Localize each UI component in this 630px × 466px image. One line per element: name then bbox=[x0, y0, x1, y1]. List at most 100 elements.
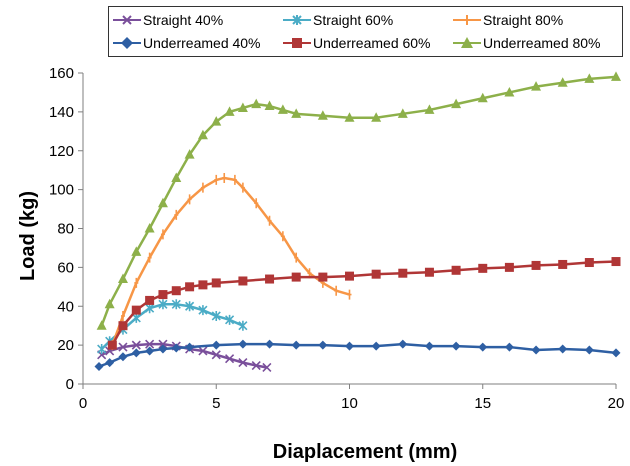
y-tick-label: 140 bbox=[49, 104, 74, 121]
data-point bbox=[611, 348, 621, 358]
data-point bbox=[117, 273, 128, 284]
data-point bbox=[262, 362, 272, 373]
legend-item-straight-80: Straight 80% bbox=[453, 11, 563, 29]
data-point bbox=[291, 108, 302, 118]
data-point bbox=[222, 172, 227, 183]
data-point bbox=[267, 215, 272, 226]
data-point bbox=[451, 265, 461, 275]
data-point bbox=[118, 321, 128, 331]
data-point bbox=[144, 223, 155, 233]
data-point bbox=[105, 358, 115, 368]
data-point bbox=[158, 290, 168, 300]
data-point bbox=[94, 362, 104, 372]
data-point bbox=[97, 344, 107, 355]
x-tick-label: 15 bbox=[474, 395, 491, 412]
y-tick-label: 120 bbox=[49, 143, 74, 160]
legend-marker-icon bbox=[453, 15, 481, 25]
y-tick-label: 80 bbox=[57, 221, 74, 238]
series-3 bbox=[94, 339, 621, 372]
data-point bbox=[240, 182, 245, 193]
data-point bbox=[531, 345, 541, 355]
data-point bbox=[344, 112, 355, 122]
legend-label: Underreamed 80% bbox=[483, 35, 601, 51]
data-point bbox=[478, 342, 488, 352]
data-point bbox=[371, 269, 381, 279]
legend-marker-icon bbox=[113, 37, 141, 49]
y-ticks: 0 20 40 60 80 100 120 140 160 bbox=[49, 65, 83, 393]
data-point bbox=[158, 339, 168, 349]
data-point bbox=[251, 98, 262, 109]
data-point bbox=[158, 299, 168, 310]
data-point bbox=[611, 71, 621, 81]
data-point bbox=[171, 299, 181, 310]
x-ticks: 0 5 10 15 20 bbox=[79, 384, 624, 412]
legend-marker-icon bbox=[453, 37, 481, 48]
data-point bbox=[147, 252, 152, 263]
series-4 bbox=[107, 257, 621, 350]
legend-label: Underreamed 60% bbox=[313, 35, 431, 51]
data-point bbox=[317, 110, 328, 120]
data-point bbox=[477, 92, 488, 103]
data-point bbox=[424, 267, 434, 277]
series-line bbox=[111, 260, 617, 346]
data-point bbox=[225, 314, 235, 325]
data-point bbox=[224, 106, 235, 116]
data-point bbox=[558, 344, 568, 354]
data-point bbox=[118, 352, 128, 362]
data-point bbox=[171, 286, 181, 296]
x-tick-label: 10 bbox=[341, 395, 358, 412]
data-point bbox=[145, 339, 155, 349]
data-point bbox=[157, 197, 168, 208]
data-point bbox=[451, 98, 462, 109]
data-point bbox=[211, 310, 221, 321]
data-point bbox=[451, 341, 461, 351]
data-point bbox=[291, 272, 301, 282]
data-point bbox=[254, 198, 259, 209]
legend-item-underreamed-80: Underreamed 80% bbox=[453, 34, 601, 52]
data-point bbox=[198, 346, 208, 356]
data-point bbox=[131, 305, 141, 315]
plot-series bbox=[94, 71, 621, 373]
data-point bbox=[198, 305, 208, 316]
data-point bbox=[211, 340, 221, 350]
x-tick-label: 5 bbox=[212, 395, 220, 412]
legend-item-underreamed-60: Underreamed 60% bbox=[283, 34, 431, 52]
data-point bbox=[197, 129, 208, 140]
data-point bbox=[238, 358, 248, 368]
data-point bbox=[251, 360, 261, 371]
data-point bbox=[265, 274, 275, 284]
y-tick-label: 40 bbox=[57, 298, 74, 315]
data-point bbox=[318, 272, 328, 282]
data-point bbox=[334, 285, 339, 296]
data-point bbox=[531, 81, 542, 91]
y-tick-label: 20 bbox=[57, 337, 74, 354]
data-point bbox=[584, 73, 595, 83]
data-point bbox=[198, 280, 208, 290]
legend-marker-icon bbox=[113, 15, 141, 25]
data-point bbox=[238, 339, 248, 349]
data-point bbox=[237, 102, 248, 112]
legend-label: Straight 40% bbox=[143, 12, 224, 28]
data-point bbox=[398, 268, 408, 278]
legend-item-straight-40: Straight 40% bbox=[113, 11, 223, 29]
data-point bbox=[185, 282, 195, 292]
data-point bbox=[238, 320, 248, 331]
data-point bbox=[225, 354, 235, 364]
data-point bbox=[280, 231, 285, 242]
data-point bbox=[504, 262, 514, 272]
data-point bbox=[131, 348, 141, 358]
data-point bbox=[232, 174, 237, 185]
data-point bbox=[557, 77, 568, 87]
data-point bbox=[185, 342, 195, 352]
legend-marker-icon bbox=[283, 38, 311, 48]
data-point bbox=[134, 277, 139, 288]
data-point bbox=[214, 174, 219, 185]
data-point bbox=[345, 271, 354, 281]
data-point bbox=[318, 340, 328, 350]
y-tick-label: 60 bbox=[57, 259, 74, 276]
data-point bbox=[211, 116, 222, 126]
data-point bbox=[584, 345, 594, 355]
data-point bbox=[294, 252, 299, 263]
y-tick-label: 160 bbox=[49, 65, 74, 82]
